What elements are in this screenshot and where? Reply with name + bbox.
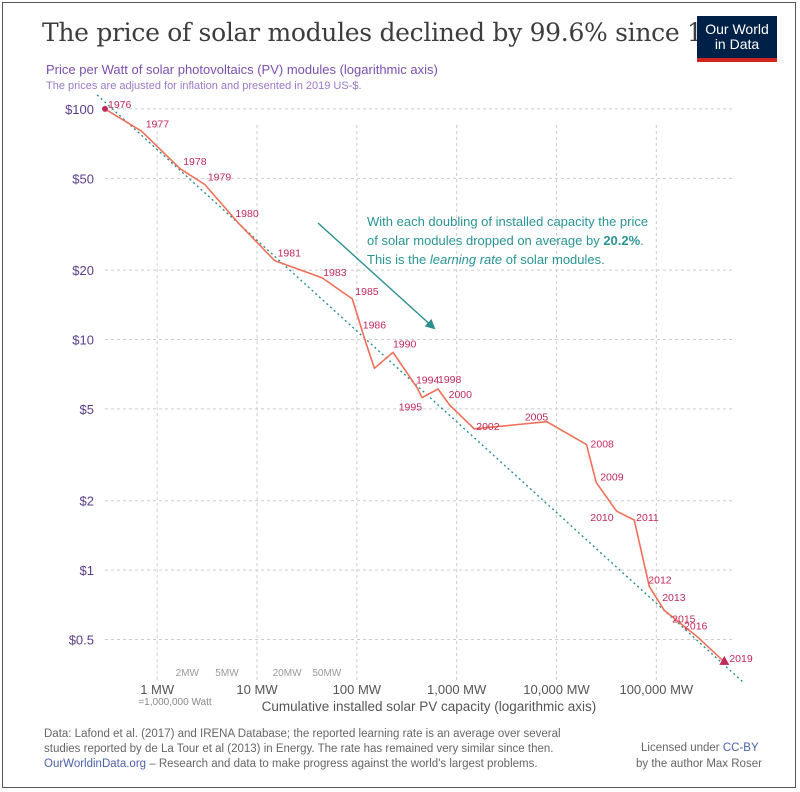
chart-title: The price of solar modules declined by 9… — [42, 18, 750, 47]
year-label: 2015 — [672, 613, 696, 625]
y-tick-label: $50 — [72, 171, 94, 186]
x-minor-tick-label: 5MW — [215, 668, 239, 679]
x-axis-sublabel: =1,000,000 Watt — [138, 697, 212, 708]
x-axis-title: Cumulative installed solar PV capacity (… — [262, 699, 597, 714]
year-label: 1995 — [399, 402, 423, 414]
license-prefix: Licensed under — [641, 742, 723, 754]
year-label: 2012 — [648, 574, 672, 586]
footer-source-line-2: studies reported by de La Tour et al (20… — [44, 743, 554, 755]
annotation-arrow — [317, 222, 436, 330]
logo-line-2: in Data — [714, 36, 760, 52]
owid-tagline: – Research and data to make progress aga… — [146, 758, 538, 770]
chart-note: The prices are adjusted for inflation an… — [46, 80, 362, 92]
year-label: 1983 — [323, 267, 347, 279]
year-label: 1985 — [355, 286, 379, 298]
x-tick-label: 100,000 MW — [619, 682, 693, 697]
footer-source-line-1: Data: Lafond et al. (2017) and IRENA Dat… — [44, 728, 561, 740]
year-label: 2005 — [525, 412, 549, 424]
x-minor-tick-label: 50MW — [312, 668, 341, 679]
logo-red-bar — [697, 58, 777, 62]
year-label: 2009 — [600, 471, 624, 483]
year-label: 2010 — [590, 512, 614, 524]
year-label: 2016 — [684, 621, 708, 633]
year-label: 1976 — [108, 99, 132, 111]
year-label: 1980 — [235, 208, 259, 220]
year-label: 1979 — [208, 172, 232, 184]
footer-author: by the author Max Roser — [636, 758, 762, 770]
x-tick-label: 1 MW — [140, 682, 175, 697]
chart-subtitle: Price per Watt of solar photovoltaics (P… — [46, 62, 438, 77]
owid-link[interactable]: OurWorldinData.org — [44, 758, 147, 770]
learning-rate-trend-line — [96, 94, 745, 684]
start-point-marker — [102, 105, 108, 112]
end-point-marker — [719, 655, 730, 665]
y-tick-label: $1 — [80, 563, 94, 578]
year-label: 1994 — [416, 374, 440, 386]
x-tick-label: 10 MW — [236, 682, 278, 697]
logo-line-1: Our World — [705, 21, 769, 37]
year-label: 2013 — [662, 592, 686, 604]
y-tick-label: $5 — [80, 402, 94, 417]
y-tick-label: $100 — [65, 102, 94, 117]
year-label: 2019 — [729, 653, 753, 665]
year-label: 1981 — [278, 248, 302, 260]
annotation-line-3: This is the learning rate of solar modul… — [367, 252, 605, 267]
annotation-line-2: of solar modules dropped on average by 2… — [367, 233, 644, 248]
year-label: 1978 — [183, 156, 207, 168]
year-label: 1977 — [146, 118, 170, 130]
year-label: 1990 — [393, 338, 417, 350]
x-minor-tick-label: 2MW — [176, 668, 200, 679]
owid-logo[interactable]: Our World in Data — [697, 16, 777, 62]
annotation-line-1: With each doubling of installed capacity… — [367, 214, 648, 229]
year-label: 1998 — [438, 374, 462, 386]
y-tick-label: $20 — [72, 263, 94, 278]
year-label: 2002 — [476, 421, 500, 433]
year-label: 2000 — [449, 389, 473, 401]
footer-owid: OurWorldinData.org – Research and data t… — [44, 757, 538, 772]
x-tick-label: 10,000 MW — [523, 682, 590, 697]
y-tick-label: $10 — [72, 333, 94, 348]
year-label: 1986 — [363, 320, 387, 332]
cc-by-link[interactable]: CC-BY — [722, 742, 759, 754]
year-label: 2011 — [636, 512, 659, 524]
x-tick-label: 100 MW — [333, 682, 382, 697]
y-tick-label: $2 — [80, 494, 94, 509]
y-tick-label: $0.5 — [69, 633, 94, 648]
footer-license: Licensed under CC-BY — [641, 741, 759, 756]
x-minor-tick-label: 20MW — [273, 668, 302, 679]
year-label: 2008 — [591, 439, 615, 451]
price-series-line — [104, 108, 725, 663]
x-tick-label: 1,000 MW — [427, 682, 487, 697]
